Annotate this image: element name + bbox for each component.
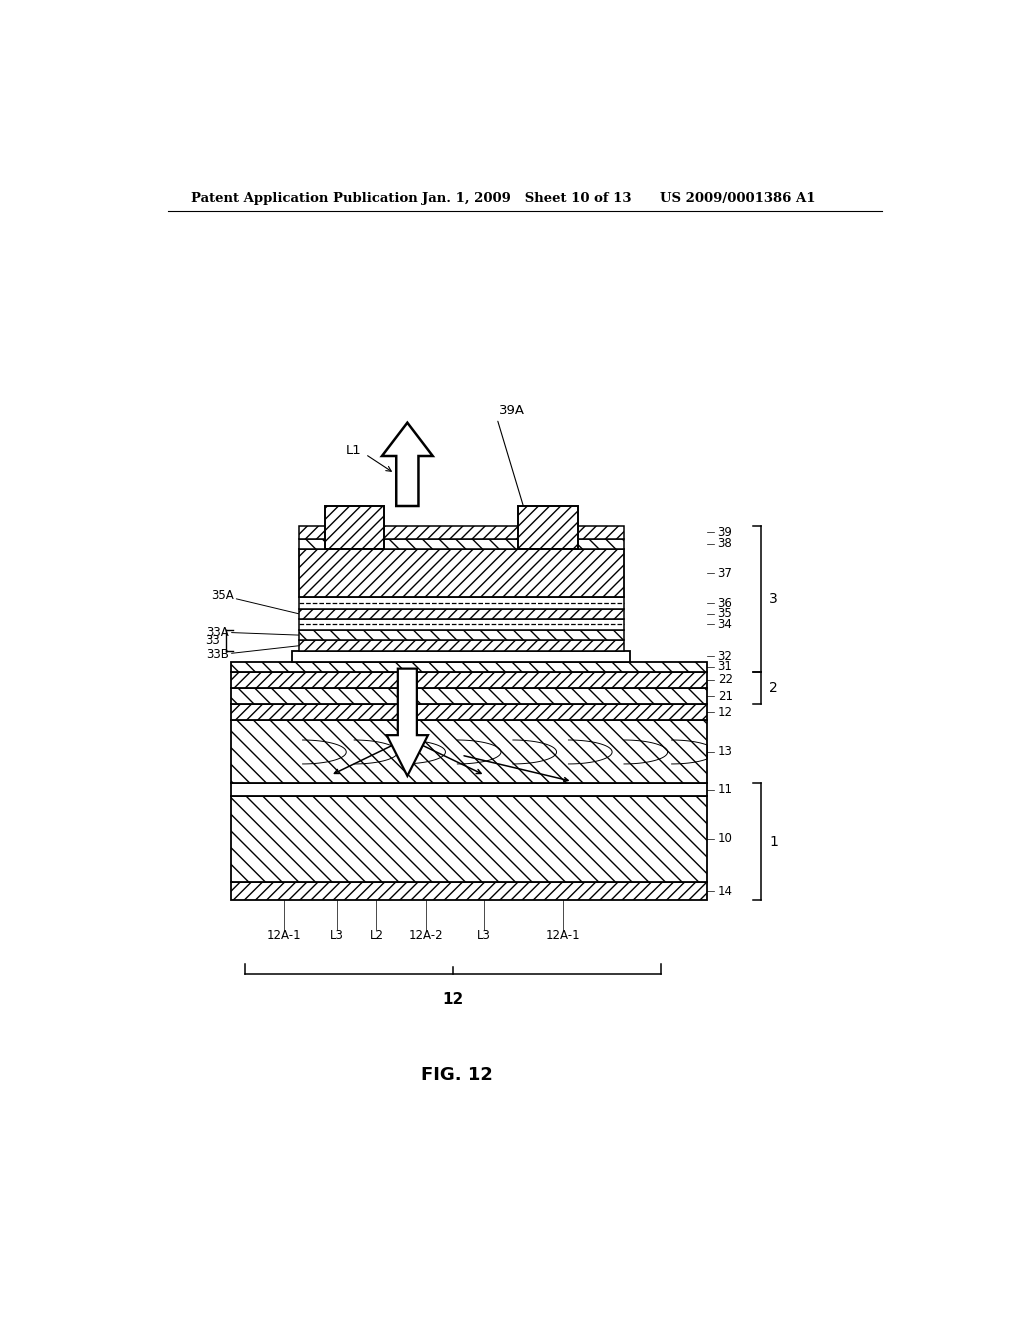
Text: 33A: 33A xyxy=(206,626,299,639)
Bar xyxy=(231,721,708,784)
Bar xyxy=(299,609,624,619)
Bar xyxy=(299,619,624,630)
Text: 1: 1 xyxy=(769,836,778,849)
Bar xyxy=(299,630,624,640)
Bar xyxy=(231,661,708,672)
Text: 35A: 35A xyxy=(211,589,299,614)
Text: 2: 2 xyxy=(769,681,778,694)
Text: L3: L3 xyxy=(476,929,490,942)
Text: 13: 13 xyxy=(718,746,732,759)
Text: L3: L3 xyxy=(330,929,344,942)
Text: 32: 32 xyxy=(718,649,732,663)
Text: US 2009/0001386 A1: US 2009/0001386 A1 xyxy=(659,191,815,205)
Text: 12A-1: 12A-1 xyxy=(546,929,581,942)
Text: 33B: 33B xyxy=(206,645,299,661)
Text: L1: L1 xyxy=(345,444,361,457)
Text: 34: 34 xyxy=(718,618,732,631)
Bar xyxy=(231,672,708,688)
Text: 36: 36 xyxy=(718,597,732,610)
Text: 33: 33 xyxy=(205,634,220,647)
Bar xyxy=(299,549,624,598)
Bar xyxy=(299,598,624,609)
Bar xyxy=(231,882,708,900)
Text: 10: 10 xyxy=(718,833,732,845)
Bar xyxy=(231,784,708,796)
Text: 12: 12 xyxy=(442,991,464,1007)
Text: 14: 14 xyxy=(718,884,732,898)
Text: 39: 39 xyxy=(718,525,732,539)
Bar xyxy=(231,688,708,704)
Bar xyxy=(299,527,624,539)
Bar xyxy=(299,640,624,651)
Text: 3: 3 xyxy=(769,591,778,606)
Text: FIG. 12: FIG. 12 xyxy=(422,1067,494,1084)
Text: 22: 22 xyxy=(718,673,732,686)
Text: 11: 11 xyxy=(718,783,732,796)
Text: 38: 38 xyxy=(718,537,732,550)
Text: 31: 31 xyxy=(718,660,732,673)
Bar xyxy=(518,506,578,549)
Text: 12: 12 xyxy=(718,706,732,719)
Bar xyxy=(325,506,384,549)
Text: 12A-1: 12A-1 xyxy=(266,929,301,942)
Bar xyxy=(231,704,708,721)
Text: 39A: 39A xyxy=(499,404,524,417)
Text: Jan. 1, 2009   Sheet 10 of 13: Jan. 1, 2009 Sheet 10 of 13 xyxy=(422,191,631,205)
Bar xyxy=(292,651,631,661)
Polygon shape xyxy=(382,422,433,506)
Text: 35: 35 xyxy=(718,607,732,620)
Text: Patent Application Publication: Patent Application Publication xyxy=(191,191,418,205)
Text: 12A-2: 12A-2 xyxy=(409,929,443,942)
Polygon shape xyxy=(387,669,428,776)
Text: 37: 37 xyxy=(718,566,732,579)
Bar xyxy=(231,796,708,882)
Text: L2: L2 xyxy=(370,929,383,942)
Bar xyxy=(299,539,624,549)
Text: 21: 21 xyxy=(718,689,732,702)
